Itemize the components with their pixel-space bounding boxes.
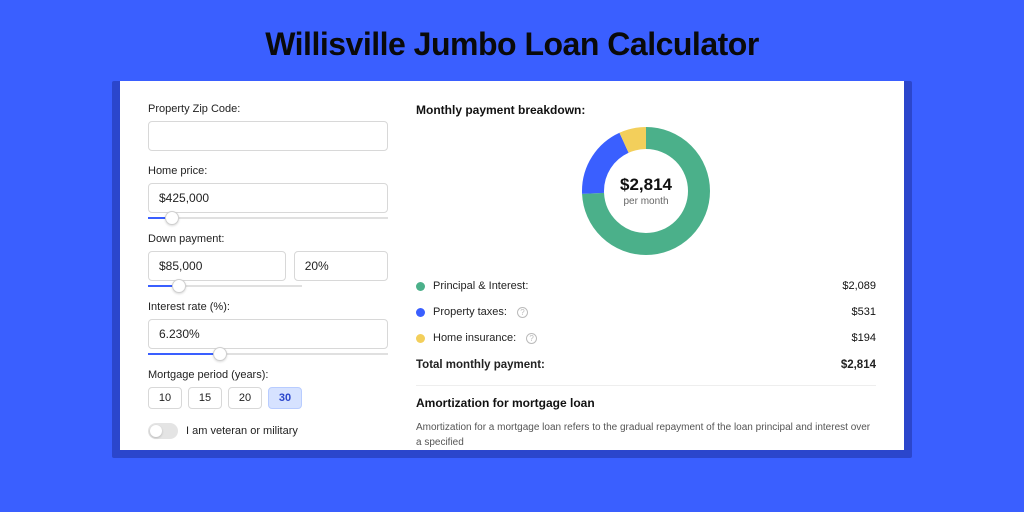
inputs-column: Property Zip Code: Home price: Down paym… — [148, 103, 388, 450]
veteran-label: I am veteran or military — [186, 425, 298, 437]
donut-center: $2,814 per month — [582, 127, 710, 255]
interest-rate-slider[interactable] — [148, 353, 388, 355]
period-option-30[interactable]: 30 — [268, 387, 302, 409]
panel-shadow: Property Zip Code: Home price: Down paym… — [112, 81, 912, 458]
interest-rate-label: Interest rate (%): — [148, 301, 388, 313]
field-zip: Property Zip Code: — [148, 103, 388, 151]
legend-row-ins: Home insurance:? $194 — [416, 325, 876, 351]
period-option-10[interactable]: 10 — [148, 387, 182, 409]
field-interest-rate: Interest rate (%): — [148, 301, 388, 355]
veteran-toggle[interactable] — [148, 423, 178, 439]
field-down-payment: Down payment: — [148, 233, 388, 287]
zip-label: Property Zip Code: — [148, 103, 388, 115]
home-price-label: Home price: — [148, 165, 388, 177]
swatch-pi — [416, 282, 425, 291]
total-label: Total monthly payment: — [416, 359, 545, 371]
breakdown-legend: Principal & Interest: $2,089 Property taxe… — [416, 273, 876, 351]
legend-value-ins: $194 — [852, 332, 876, 344]
home-price-slider[interactable] — [148, 217, 388, 219]
legend-label-tax: Property taxes: — [433, 306, 507, 318]
breakdown-title: Monthly payment breakdown: — [416, 103, 876, 117]
total-value: $2,814 — [841, 359, 876, 371]
calculator-panel: Property Zip Code: Home price: Down paym… — [120, 81, 904, 450]
home-price-input[interactable] — [148, 183, 388, 213]
down-payment-label: Down payment: — [148, 233, 388, 245]
field-home-price: Home price: — [148, 165, 388, 219]
mortgage-period-options: 10 15 20 30 — [148, 387, 388, 409]
field-mortgage-period: Mortgage period (years): 10 15 20 30 — [148, 369, 388, 409]
interest-rate-input[interactable] — [148, 319, 388, 349]
slider-thumb[interactable] — [165, 211, 179, 225]
slider-thumb[interactable] — [172, 279, 186, 293]
legend-label-pi: Principal & Interest: — [433, 280, 528, 292]
divider — [416, 385, 876, 386]
legend-row-pi: Principal & Interest: $2,089 — [416, 273, 876, 299]
period-option-15[interactable]: 15 — [188, 387, 222, 409]
donut-wrap: $2,814 per month — [416, 127, 876, 255]
legend-label-ins: Home insurance: — [433, 332, 516, 344]
page-title: Willisville Jumbo Loan Calculator — [0, 0, 1024, 81]
amortization-text: Amortization for a mortgage loan refers … — [416, 420, 876, 450]
donut-sub: per month — [623, 196, 668, 207]
legend-row-tax: Property taxes:? $531 — [416, 299, 876, 325]
total-row: Total monthly payment: $2,814 — [416, 351, 876, 383]
slider-thumb[interactable] — [213, 347, 227, 361]
swatch-ins — [416, 334, 425, 343]
down-payment-pct-input[interactable] — [294, 251, 388, 281]
zip-input[interactable] — [148, 121, 388, 151]
period-option-20[interactable]: 20 — [228, 387, 262, 409]
down-payment-amount-input[interactable] — [148, 251, 286, 281]
breakdown-column: Monthly payment breakdown: $2,814 per mo… — [416, 103, 876, 450]
info-icon[interactable]: ? — [517, 307, 528, 318]
swatch-tax — [416, 308, 425, 317]
toggle-knob — [150, 425, 162, 437]
info-icon[interactable]: ? — [526, 333, 537, 344]
mortgage-period-label: Mortgage period (years): — [148, 369, 388, 381]
down-payment-slider[interactable] — [148, 285, 302, 287]
amortization-title: Amortization for mortgage loan — [416, 396, 876, 410]
payment-donut-chart: $2,814 per month — [582, 127, 710, 255]
legend-value-pi: $2,089 — [842, 280, 876, 292]
donut-value: $2,814 — [620, 175, 672, 195]
legend-value-tax: $531 — [852, 306, 876, 318]
veteran-toggle-row: I am veteran or military — [148, 423, 388, 439]
